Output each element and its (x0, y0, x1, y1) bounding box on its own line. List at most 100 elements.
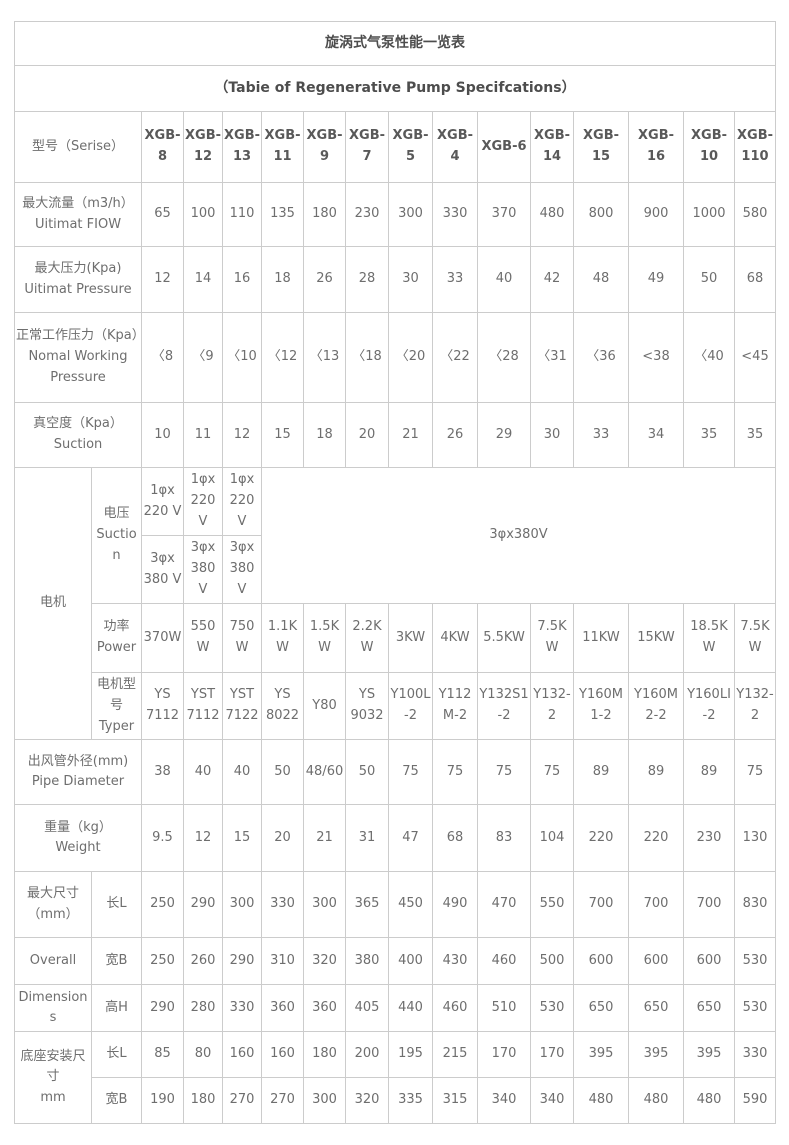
value-cell: 650 (683, 984, 735, 1033)
value-cell: 135 (261, 182, 304, 247)
value-cell: 900 (628, 182, 684, 247)
value-cell: 50 (345, 739, 389, 806)
value-cell: 1φx 220 V (222, 467, 262, 536)
value-cell: 300 (388, 182, 433, 247)
value-cell: 3φx 380 V (141, 535, 184, 604)
row-label-max-flow: 最大流量（m3/h） Uitimat FIOW (14, 182, 142, 247)
value-cell: 〈18 (345, 312, 389, 403)
value-cell: 〈22 (432, 312, 478, 403)
value-cell: 460 (477, 937, 531, 986)
model-header: XGB-7 (345, 111, 389, 183)
value-cell: 〈13 (303, 312, 346, 403)
value-cell: 29 (477, 402, 531, 468)
value-cell: 26 (303, 246, 346, 313)
value-cell: 75 (432, 739, 478, 806)
value-cell: 11KW (573, 603, 629, 673)
row-label-en: Power (96, 640, 137, 655)
value-cell: 80 (183, 1031, 223, 1079)
value-cell: 280 (183, 984, 223, 1033)
value-cell: 480 (628, 1077, 684, 1125)
value-cell: 190 (141, 1077, 184, 1125)
value-cell: 35 (734, 402, 776, 468)
value-cell: 330 (432, 182, 478, 247)
value-cell: 260 (183, 937, 223, 986)
value-cell: 48/60 (303, 739, 346, 806)
row-label-normal-pressure: 正常工作压力（Kpa） Nomal Working Pressure (14, 312, 142, 403)
value-cell: 12 (222, 402, 262, 468)
value-cell: 380 (345, 937, 389, 986)
value-cell: 220 (628, 804, 684, 873)
value-cell: 89 (628, 739, 684, 806)
row-label-cn: 最大尺寸 (26, 886, 79, 902)
table-subtitle: （Tabie of Regenerative Pump Specifcation… (14, 65, 776, 112)
row-label-overall-size: 最大尺寸 （mm） (14, 871, 92, 939)
value-cell: 40 (222, 739, 262, 806)
value-cell: 395 (573, 1031, 629, 1079)
model-header: XGB-6 (477, 111, 531, 183)
pump-spec-table: 旋涡式气泵性能一览表 （Tabie of Regenerative Pump S… (14, 21, 776, 1125)
value-cell: 18 (261, 246, 304, 313)
value-cell: 68 (734, 246, 776, 313)
value-cell: 530 (530, 984, 574, 1033)
sub-label-width: 宽B (91, 1077, 142, 1125)
row-label-en: Typer (98, 718, 135, 734)
value-cell: 50 (261, 739, 304, 806)
value-cell: 320 (303, 937, 346, 986)
model-header: XGB-10 (683, 111, 735, 183)
model-header: XGB-11 (261, 111, 304, 183)
row-label-en: Suction (53, 437, 103, 452)
value-cell: 18.5KW (683, 603, 735, 673)
model-header: XGB-8 (141, 111, 184, 183)
row-label-dimensions: Dimensions (14, 984, 92, 1033)
row-label-pipe-diameter: 出风管外径(mm) Pipe Diameter (14, 739, 142, 806)
value-cell: 510 (477, 984, 531, 1033)
value-cell: 33 (432, 246, 478, 313)
value-cell: 370 (477, 182, 531, 247)
value-cell: YS 8022 (261, 671, 304, 741)
row-label-en: Uitimat Pressure (24, 281, 132, 297)
value-cell: Y132-2 (530, 671, 574, 741)
row-label-cn: 电机型号 (96, 677, 136, 713)
value-cell: 85 (141, 1031, 184, 1079)
row-label-cn: 真空度（Kpa） (33, 416, 123, 432)
value-cell: 320 (345, 1077, 389, 1125)
value-cell: 360 (303, 984, 346, 1033)
model-header: XGB-13 (222, 111, 262, 183)
value-cell: 15 (222, 804, 262, 873)
value-cell: 〈28 (477, 312, 531, 403)
value-cell: 89 (683, 739, 735, 806)
value-cell: YST 7112 (183, 671, 223, 741)
value-cell: <38 (628, 312, 684, 403)
value-cell: 215 (432, 1031, 478, 1079)
value-cell: 28 (345, 246, 389, 313)
row-label-max-pressure: 最大压力(Kpa) Uitimat Pressure (14, 246, 142, 313)
value-cell: 47 (388, 804, 433, 873)
value-cell: 30 (530, 402, 574, 468)
value-cell: 360 (261, 984, 304, 1033)
table-title: 旋涡式气泵性能一览表 (14, 21, 776, 66)
value-cell: Y160M1-2 (573, 671, 629, 741)
value-cell: 21 (388, 402, 433, 468)
value-cell: 180 (303, 1031, 346, 1079)
value-cell: 220 (573, 804, 629, 873)
value-cell: 600 (573, 937, 629, 986)
value-cell: 75 (734, 739, 776, 806)
model-header: XGB-12 (183, 111, 223, 183)
row-label-cn: 重量（kg） (44, 819, 112, 835)
value-cell: 100 (183, 182, 223, 247)
value-cell: 15 (261, 402, 304, 468)
value-cell: 300 (303, 1077, 346, 1125)
value-cell: 480 (683, 1077, 735, 1125)
value-cell: 1φx 220 V (183, 467, 223, 536)
value-cell: Y160M2-2 (628, 671, 684, 741)
value-cell: 600 (683, 937, 735, 986)
value-cell: 7.5KW (530, 603, 574, 673)
value-cell: 35 (683, 402, 735, 468)
row-label-cn: 电压 (103, 506, 130, 522)
value-cell: 700 (683, 871, 735, 939)
row-label-cn: 最大流量（m3/h） (22, 195, 134, 211)
value-cell: 15KW (628, 603, 684, 673)
row-label-en: Uitimat FIOW (34, 216, 122, 232)
value-cell: 40 (477, 246, 531, 313)
value-cell: 530 (734, 937, 776, 986)
